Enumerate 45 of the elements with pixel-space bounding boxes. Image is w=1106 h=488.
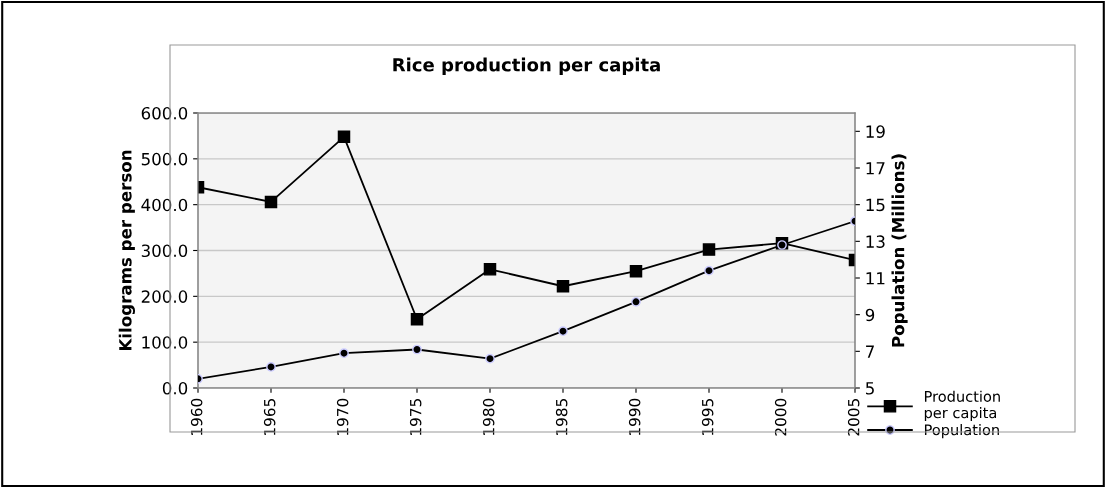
x-tick-label: 1995	[701, 399, 714, 435]
legend-label: Population	[924, 424, 999, 439]
point	[556, 279, 570, 293]
point	[777, 240, 787, 250]
y2-axis-title: Population (Millions)	[891, 154, 908, 347]
x-tick-label: 1980	[482, 398, 495, 435]
y2-tick-label: 19	[866, 125, 885, 138]
y-tick-label: 100.0	[142, 336, 188, 349]
y2-tick-label: 7	[866, 345, 874, 358]
x-tick-label: 2000	[774, 398, 787, 436]
y-tick-label: 200.0	[141, 290, 188, 303]
point	[704, 265, 714, 276]
y-tick-label: 300.0	[141, 244, 188, 258]
y2-tick-label: 17	[866, 162, 885, 175]
y-tick-label: 400.0	[141, 198, 188, 212]
y2-tick-label: 15	[866, 198, 885, 212]
point	[339, 348, 349, 359]
point	[266, 362, 276, 372]
point	[483, 263, 497, 276]
point	[558, 326, 568, 337]
point	[264, 195, 278, 209]
x-tick-label: 1970	[336, 398, 349, 435]
x-tick-label: 1975	[409, 399, 422, 435]
legend-label: Production per capita	[924, 390, 1000, 422]
x-tick-label: 1960	[190, 398, 203, 435]
x-tick-label: 1985	[555, 399, 568, 435]
point	[629, 264, 643, 278]
y2-tick-label: 11	[866, 272, 885, 285]
point	[410, 312, 424, 326]
point	[702, 243, 716, 256]
x-tick-label: 1965	[263, 399, 276, 435]
y-axis-title: Kilograms per person	[118, 150, 136, 351]
x-tick-label: 1990	[628, 398, 641, 435]
y2-tick-label: 5	[866, 382, 874, 395]
point	[337, 130, 351, 144]
point	[485, 353, 495, 364]
y-tick-label: 600.0	[141, 106, 188, 120]
y-tick-label: 500.0	[141, 152, 188, 166]
x-tick-label: 2005	[847, 399, 860, 436]
y-tick-label: 0.0	[162, 381, 188, 395]
y2-tick-label: 9	[865, 308, 875, 322]
point	[631, 296, 641, 307]
chart-title: Rice production per capita	[393, 57, 660, 76]
point	[412, 344, 422, 355]
y2-tick-label: 13	[866, 235, 885, 248]
